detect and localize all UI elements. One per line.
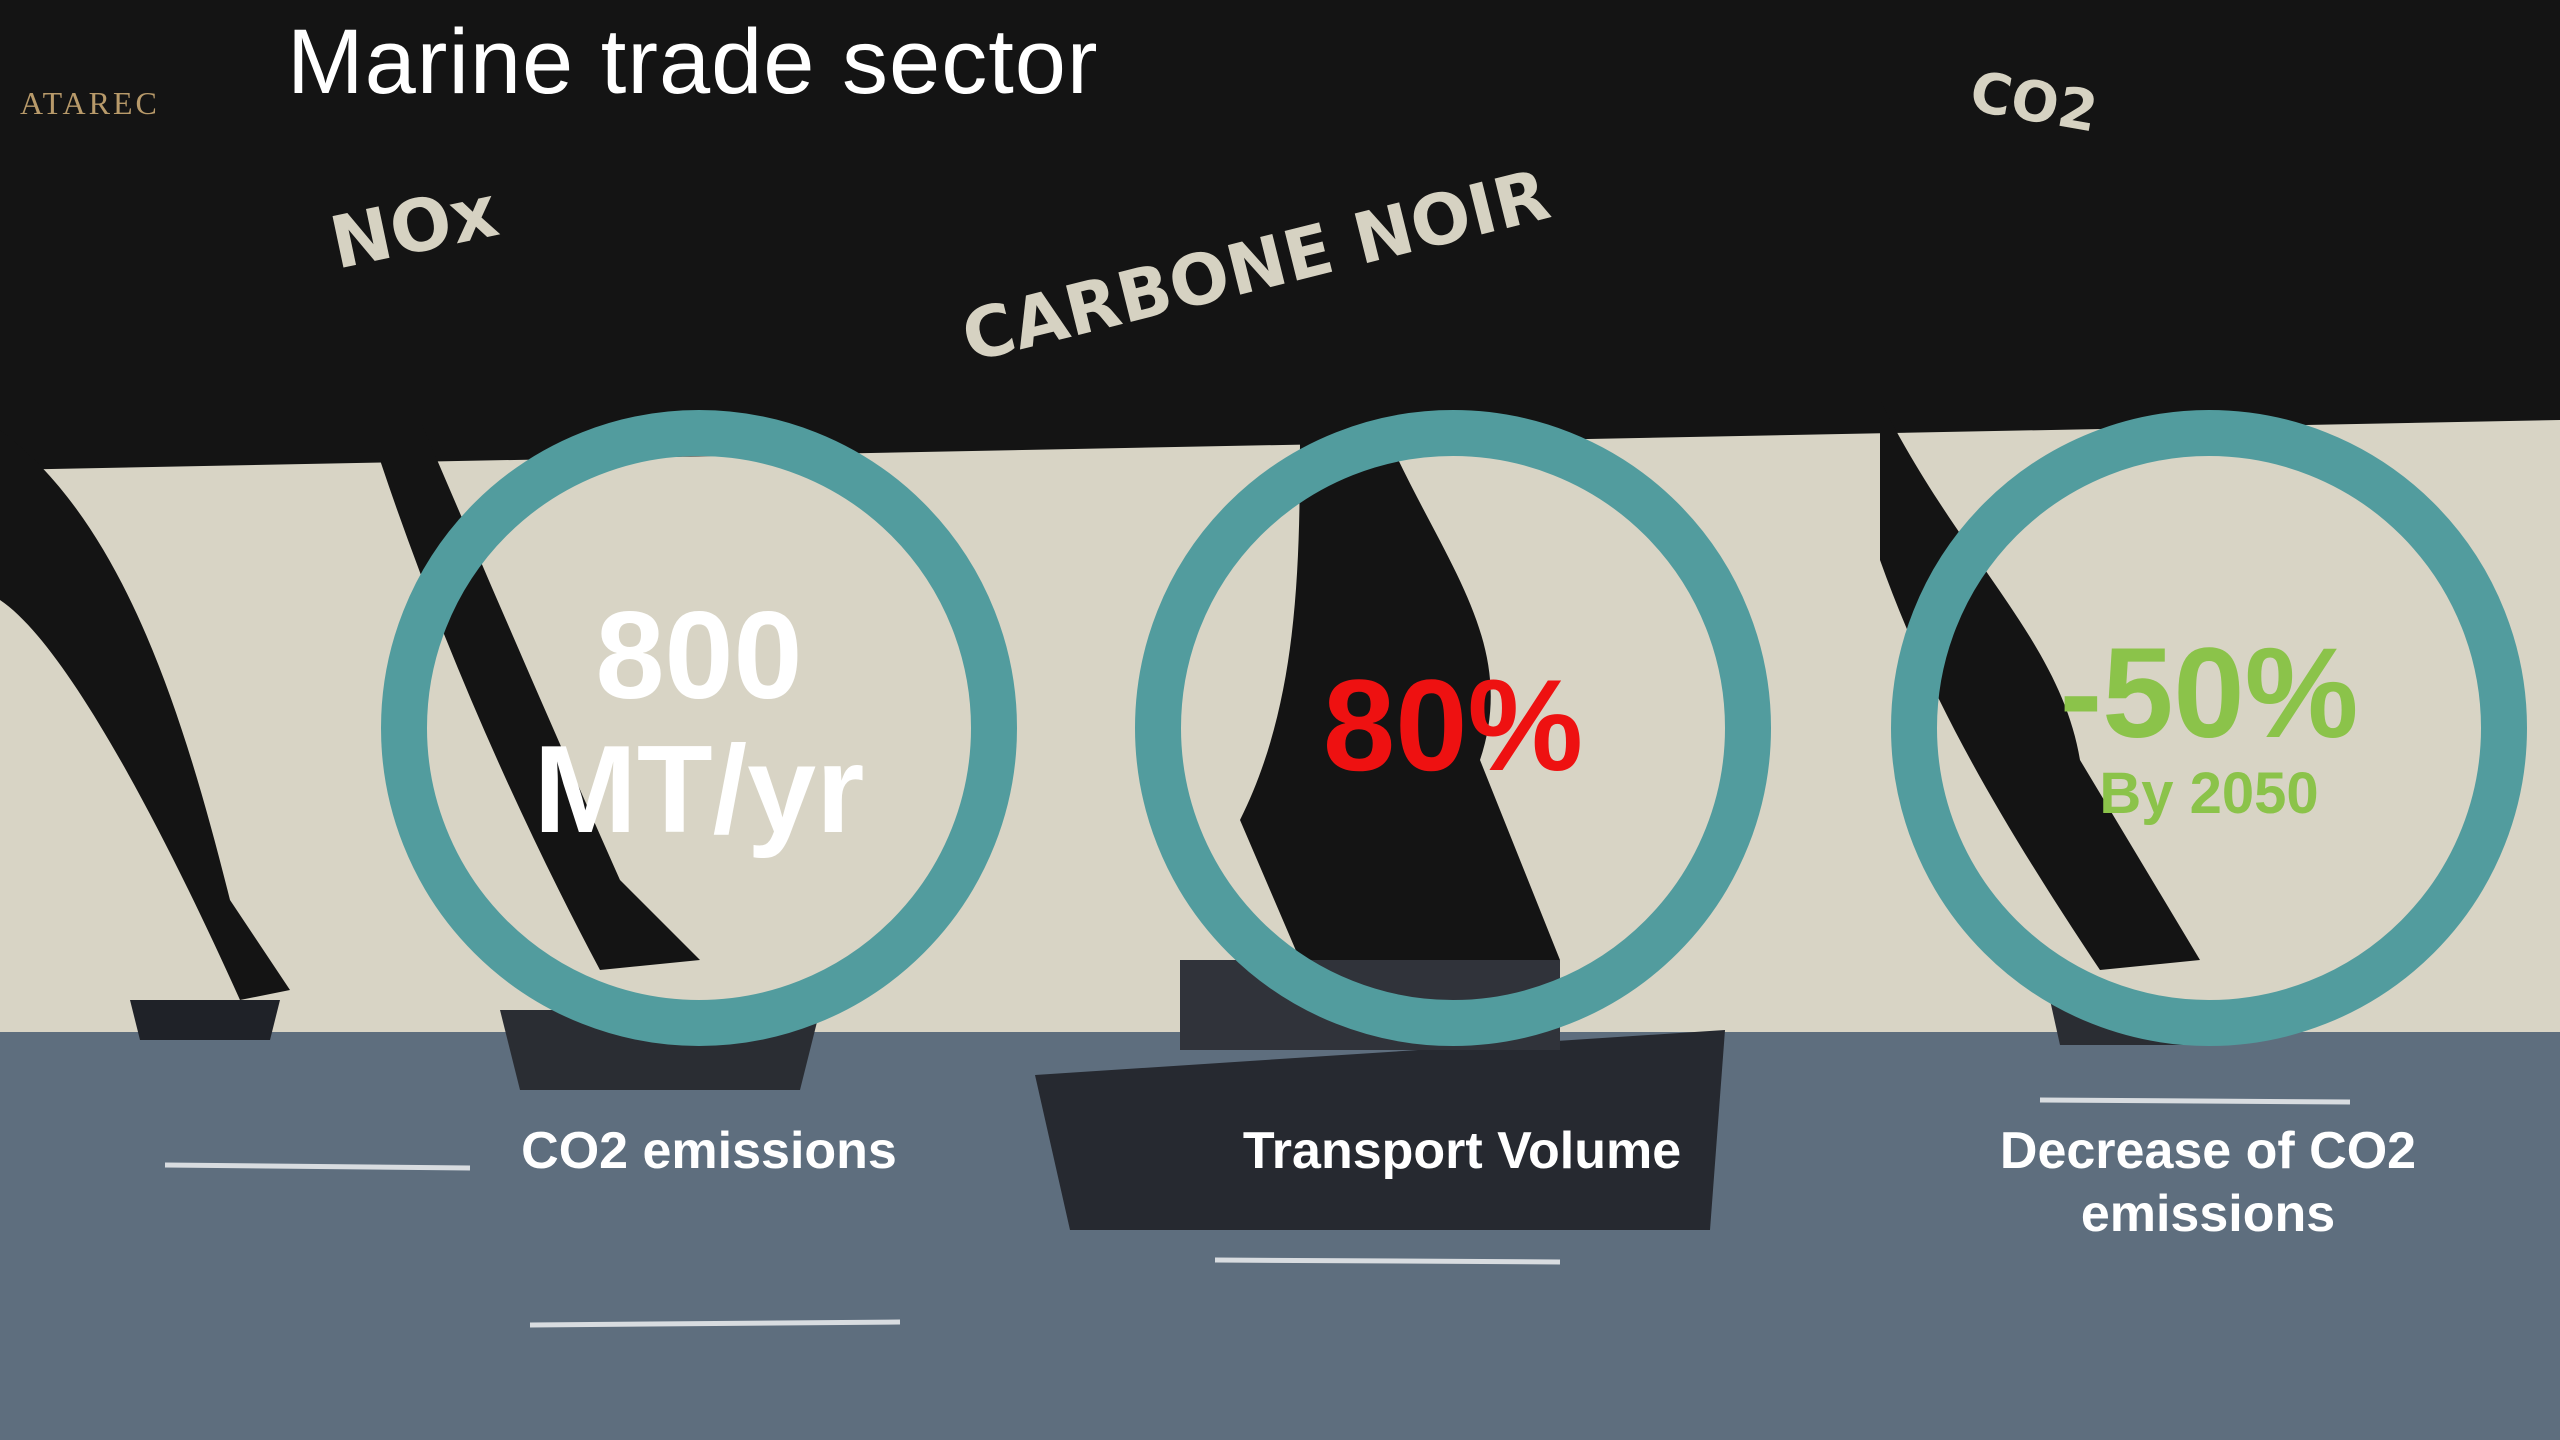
title: Marine trade sector <box>287 10 1099 115</box>
stat-note: By 2050 <box>1959 763 2459 826</box>
ship <box>130 1000 280 1040</box>
logo: ATAREC <box>20 85 160 122</box>
stat-number: 800 <box>449 590 949 724</box>
stat-label: CO2 emissions <box>409 1120 1009 1183</box>
stat-number: -50% <box>1959 625 2459 763</box>
stat-value: 80% <box>1203 655 1703 795</box>
stat-label: Decrease of CO2 emissions <box>1918 1120 2498 1247</box>
stat-value: 800 MT/yr <box>449 590 949 858</box>
slide: {"header": {"title": "Marine trade secto… <box>0 0 2560 1440</box>
stat-unit: MT/yr <box>449 724 949 858</box>
stat-label: Transport Volume <box>1162 1120 1762 1183</box>
stat-value: -50% By 2050 <box>1959 625 2459 826</box>
